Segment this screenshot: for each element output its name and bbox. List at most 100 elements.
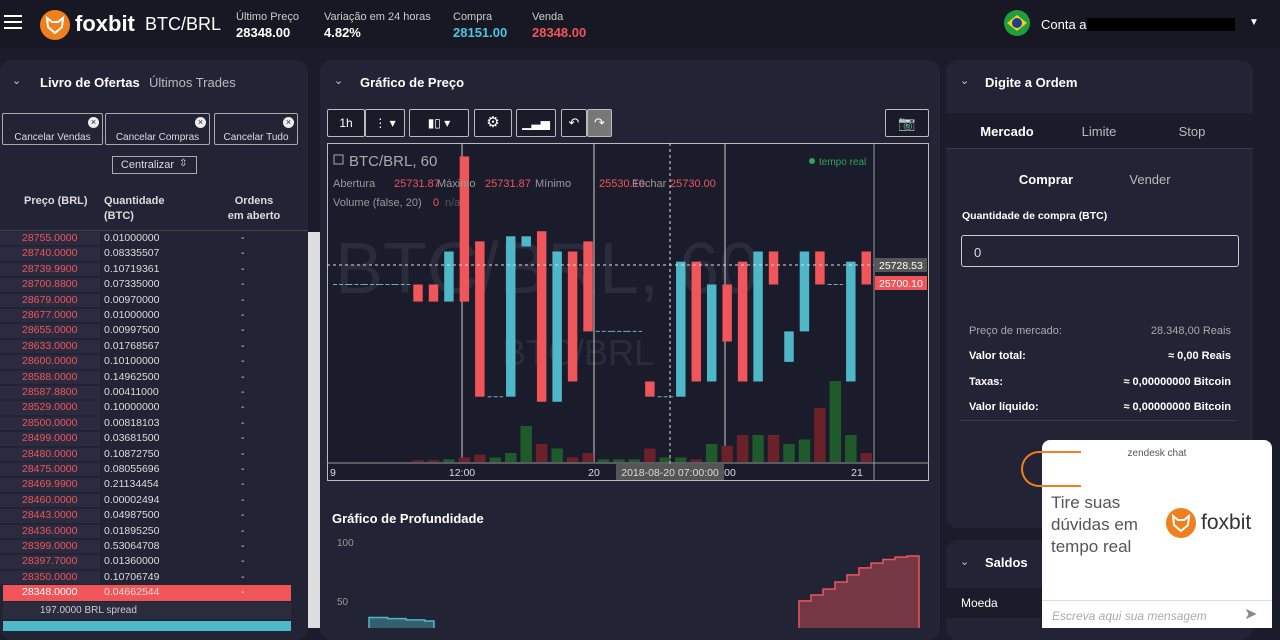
summary-value: 28.348,00 Reais <box>1150 325 1231 337</box>
depth-chart: 100 50 <box>337 538 920 628</box>
price-cell-bg <box>0 524 100 538</box>
scrollbar[interactable] <box>308 232 320 628</box>
ohlc-label: Máximo <box>437 178 476 190</box>
ask-price: 28469.9900 <box>22 478 78 491</box>
stat-label: Venda <box>532 11 564 23</box>
ask-quantity: 0.00002494 <box>104 493 160 506</box>
chart-type-button[interactable]: ▮▯ ▾ <box>409 109 469 137</box>
price-cell-bg <box>0 324 100 338</box>
volume-bar <box>505 453 517 462</box>
panel-title: Gráfico de Preço <box>360 75 465 90</box>
candle <box>459 156 470 302</box>
candle <box>413 284 423 302</box>
undo-button[interactable]: ↶ <box>561 109 587 137</box>
column-header: Ordens em aberto <box>227 195 281 222</box>
price-cell-bg <box>0 463 100 477</box>
caret[interactable]: ▼ <box>1249 17 1259 28</box>
ask-orders: - <box>241 447 245 460</box>
watermark: BTC/BRL, 60 <box>335 229 759 309</box>
chat-logo-icon <box>1166 508 1196 538</box>
ohlc-label: Fechar <box>632 178 667 190</box>
ohlc-label: Abertura <box>333 178 376 190</box>
chat-input[interactable]: Escreva aqui sua mensagem <box>1052 609 1207 623</box>
volume-bar <box>644 448 656 462</box>
account[interactable]: Conta a <box>1041 17 1087 32</box>
menu-icon[interactable] <box>4 14 22 30</box>
tab[interactable]: Últimos Trades <box>149 75 236 90</box>
order-tab[interactable]: Limite <box>1081 124 1117 139</box>
price-tag: 25728.53 <box>879 260 923 272</box>
cancel-button[interactable]: Cancelar Tudo <box>214 113 298 145</box>
highlight-row <box>3 585 291 601</box>
ask-orders: - <box>241 432 245 445</box>
volume-bar <box>814 408 826 462</box>
close-icon[interactable]: × <box>195 117 206 128</box>
ask-price: 28529.0000 <box>22 401 78 414</box>
stat-value: 28348.00 <box>236 25 291 40</box>
summary-value: ≈ 0,00000000 Bitcoin <box>1123 401 1231 413</box>
ask-price: 28348.0000 <box>22 586 78 599</box>
chevron: ⌄ <box>334 75 344 87</box>
cancel-button[interactable]: Cancelar Compras <box>105 113 210 145</box>
price-cell-bg <box>0 370 100 384</box>
price-tag-bg <box>875 258 927 272</box>
ask-depth <box>798 555 920 628</box>
side-tab[interactable]: Vender <box>1129 172 1171 187</box>
side-tab[interactable]: Comprar <box>1018 172 1074 187</box>
candle <box>444 251 454 302</box>
close-icon[interactable]: × <box>88 117 99 128</box>
center-button[interactable]: Centralizar <box>112 156 197 174</box>
ask-quantity: 0.01000000 <box>104 232 160 244</box>
ask-price: 28397.7000 <box>22 555 78 568</box>
ask-quantity: 0.00997500 <box>104 324 160 337</box>
realtime: tempo real <box>819 157 866 168</box>
volume-value: 0 <box>433 197 439 209</box>
price-chart: BTC/BRL, 60 BTC/BRL 25728.53 25700.10 9 12:00… <box>327 143 929 481</box>
ask-orders: - <box>241 586 245 599</box>
qty-input[interactable]: 0 <box>961 235 1239 267</box>
snapshot-button[interactable]: 📷 <box>885 109 929 137</box>
send-icon[interactable]: ➤ <box>1244 606 1258 623</box>
interval-menu[interactable]: ⋮ ▾ <box>365 109 405 137</box>
volume-bar <box>798 439 811 462</box>
candle <box>676 261 686 397</box>
divider <box>0 230 308 231</box>
ohlc-value: 25731.87 <box>485 178 531 190</box>
redo-button[interactable]: ↷ <box>587 109 612 137</box>
cancel-button[interactable]: Cancelar Vendas <box>2 113 103 145</box>
summary-label: Valor líquido: <box>969 401 1039 413</box>
price-cell-bg <box>0 247 100 261</box>
ask-quantity: 0.01360000 <box>104 555 160 568</box>
column-header: Preço (BRL) <box>24 195 88 207</box>
price-cell-bg <box>0 401 100 415</box>
price-cell-bg <box>0 339 100 354</box>
chat-logo: foxbit <box>1201 511 1252 534</box>
volume-bar <box>659 457 672 462</box>
chat-brand: zendesk chat <box>1127 448 1187 459</box>
center-icon[interactable]: ⇳ <box>179 158 188 169</box>
spread: 197.0000 BRL spread <box>40 604 137 616</box>
ask-quantity: 0.21134454 <box>104 478 159 491</box>
tab[interactable]: Livro de Ofertas <box>40 75 140 90</box>
candle <box>768 251 779 285</box>
ask-quantity: 0.10706749 <box>104 570 160 583</box>
candle <box>645 381 655 397</box>
indicators-button[interactable]: ▁▃▅ <box>516 109 556 137</box>
candle <box>552 251 562 402</box>
settings-button[interactable]: ⚙ <box>474 109 512 137</box>
order-tab[interactable]: Mercado <box>980 124 1034 139</box>
volume-bar <box>427 460 440 462</box>
close-icon[interactable]: × <box>283 117 294 128</box>
ask-quantity: 0.00411000 <box>104 386 159 398</box>
candle <box>799 251 810 332</box>
ohlc-value: 25730.00 <box>670 178 716 190</box>
ohlc-value: 25731.87 <box>394 178 440 190</box>
ask-price: 28679.0000 <box>22 293 78 306</box>
submit-button[interactable] <box>1021 451 1081 487</box>
column-header: Quantidade (BTC) <box>104 195 165 222</box>
candle <box>567 251 578 382</box>
divider <box>1042 600 1272 601</box>
interval-button[interactable]: 1h <box>327 109 365 137</box>
volume-bar <box>613 459 625 462</box>
order-tab[interactable]: Stop <box>1178 124 1206 139</box>
